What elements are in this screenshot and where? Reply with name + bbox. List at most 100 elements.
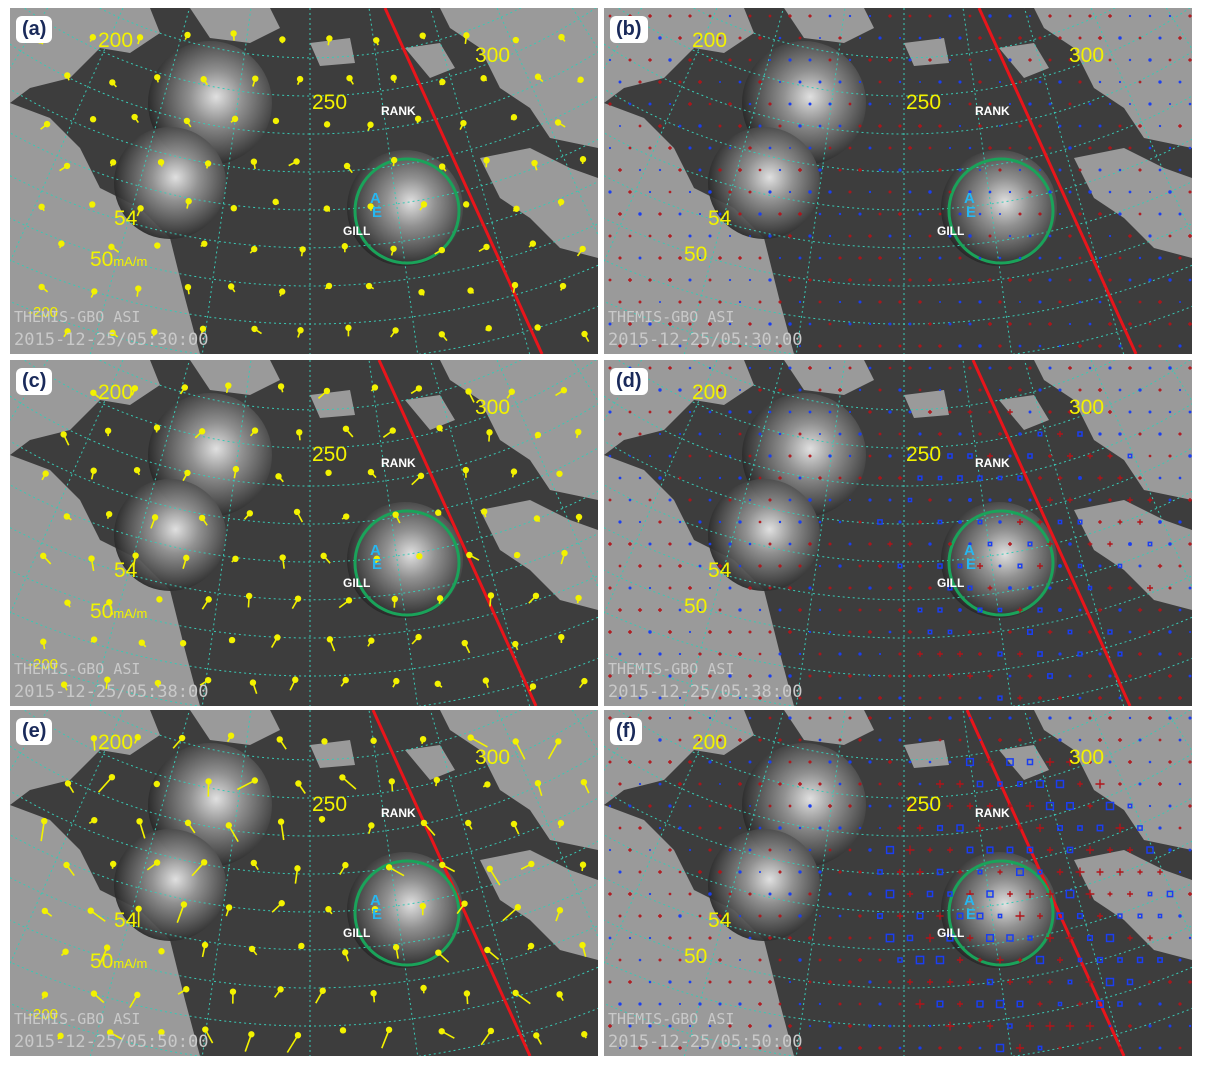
negative-marker bbox=[808, 804, 812, 808]
negative-marker bbox=[678, 652, 682, 656]
negative-marker bbox=[1108, 102, 1112, 106]
vector-origin bbox=[184, 819, 192, 827]
positive-marker bbox=[638, 300, 642, 304]
negative-marker bbox=[678, 344, 682, 348]
positive-marker bbox=[1077, 1001, 1083, 1007]
positive-marker bbox=[956, 956, 964, 964]
negative-marker bbox=[858, 696, 862, 700]
positive-marker bbox=[618, 608, 622, 612]
positive-marker bbox=[728, 58, 732, 62]
negative-marker bbox=[1077, 563, 1083, 569]
positive-marker bbox=[1017, 651, 1023, 657]
positive-marker bbox=[758, 738, 762, 742]
positive-marker bbox=[768, 804, 772, 808]
red-meridian-line bbox=[977, 8, 1138, 354]
land-shape bbox=[440, 710, 598, 850]
positive-marker bbox=[768, 936, 772, 940]
negative-marker bbox=[1078, 124, 1082, 128]
negative-marker bbox=[978, 168, 982, 172]
positive-marker bbox=[1047, 979, 1053, 985]
negative-marker bbox=[988, 498, 992, 502]
positive-marker bbox=[1008, 630, 1012, 634]
vector-origin bbox=[89, 201, 96, 208]
land-shape bbox=[190, 710, 280, 745]
positive-marker bbox=[978, 36, 982, 40]
negative-marker bbox=[1006, 934, 1014, 942]
meridian-line bbox=[496, 8, 598, 237]
negative-marker bbox=[778, 256, 782, 260]
positive-marker bbox=[1127, 759, 1133, 765]
negative-marker bbox=[648, 980, 652, 984]
negative-marker bbox=[977, 475, 983, 481]
negative-marker bbox=[1118, 388, 1122, 392]
positive-marker bbox=[1088, 234, 1092, 238]
positive-marker bbox=[718, 652, 722, 656]
negative-marker bbox=[1058, 80, 1062, 84]
vector-origin bbox=[368, 637, 375, 644]
vector-origin bbox=[106, 1029, 114, 1036]
negative-marker bbox=[988, 366, 992, 370]
negative-marker bbox=[698, 168, 702, 172]
lon-label-200: 200 bbox=[98, 29, 134, 52]
positive-marker bbox=[828, 936, 832, 940]
negative-marker bbox=[1018, 432, 1022, 436]
negative-marker bbox=[658, 826, 662, 830]
negative-marker bbox=[808, 322, 812, 326]
positive-marker bbox=[838, 168, 842, 172]
positive-marker bbox=[908, 14, 912, 18]
positive-marker bbox=[1016, 518, 1024, 526]
timestamp: 2015-12-25/05:30:00 bbox=[608, 330, 803, 350]
positive-marker bbox=[738, 36, 742, 40]
positive-marker bbox=[638, 432, 642, 436]
coordinate-grid bbox=[10, 360, 598, 706]
lat-label-50: 50 bbox=[684, 945, 708, 968]
positive-marker bbox=[1168, 760, 1172, 764]
positive-marker bbox=[628, 542, 632, 546]
latitude-line bbox=[604, 877, 1192, 951]
negative-marker bbox=[738, 608, 742, 612]
positive-marker bbox=[878, 958, 882, 962]
positive-marker bbox=[798, 168, 802, 172]
negative-marker bbox=[1066, 846, 1074, 854]
positive-marker bbox=[1057, 475, 1063, 481]
latitude-line bbox=[10, 175, 598, 249]
negative-marker bbox=[858, 826, 862, 830]
satellite-marker-e: E bbox=[966, 556, 977, 573]
negative-marker bbox=[985, 933, 995, 943]
scale-label: 50mA/m bbox=[90, 249, 147, 270]
positive-marker bbox=[997, 869, 1003, 875]
positive-marker bbox=[1188, 14, 1192, 18]
negative-marker bbox=[988, 190, 992, 194]
negative-marker bbox=[918, 432, 922, 436]
positive-marker bbox=[1127, 497, 1133, 503]
vector-origin bbox=[38, 203, 45, 210]
negative-marker bbox=[648, 322, 652, 326]
meridian-line bbox=[1090, 360, 1192, 589]
positive-marker bbox=[818, 652, 822, 656]
positive-marker bbox=[858, 256, 862, 260]
vector-origin bbox=[465, 388, 472, 395]
positive-marker bbox=[1065, 933, 1075, 943]
vector-origin bbox=[108, 243, 115, 251]
positive-marker bbox=[1178, 1046, 1182, 1050]
negative-marker bbox=[828, 454, 832, 458]
negative-marker bbox=[1168, 366, 1172, 370]
land-shape bbox=[999, 745, 1049, 780]
negative-marker bbox=[958, 432, 962, 436]
positive-marker bbox=[967, 629, 973, 635]
positive-marker bbox=[898, 608, 902, 612]
negative-marker bbox=[818, 1046, 822, 1050]
negative-marker bbox=[808, 586, 812, 590]
negative-marker bbox=[658, 168, 662, 172]
positive-marker bbox=[986, 802, 994, 810]
positive-marker bbox=[648, 58, 652, 62]
vector-origin bbox=[135, 905, 142, 912]
positive-marker bbox=[1137, 519, 1143, 525]
positive-marker bbox=[907, 629, 913, 635]
positive-marker bbox=[1025, 1021, 1035, 1031]
land-shape bbox=[310, 38, 355, 66]
positive-marker bbox=[998, 432, 1002, 436]
positive-marker bbox=[758, 168, 762, 172]
positive-marker bbox=[608, 586, 612, 590]
negative-marker bbox=[808, 1024, 812, 1028]
